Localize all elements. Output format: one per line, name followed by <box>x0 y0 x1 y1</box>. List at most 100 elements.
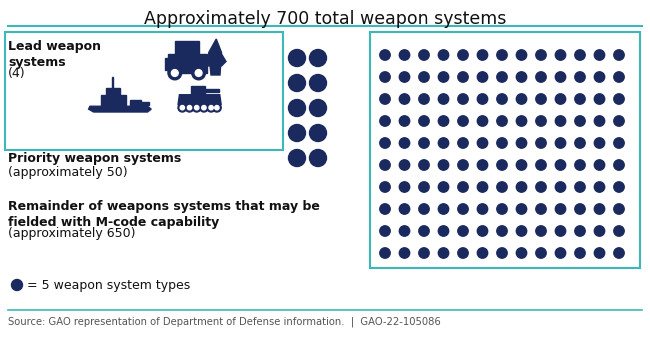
Circle shape <box>399 160 410 170</box>
Bar <box>129 101 141 106</box>
Circle shape <box>172 70 178 77</box>
Circle shape <box>536 72 546 82</box>
Circle shape <box>594 248 604 258</box>
Bar <box>166 58 170 70</box>
Circle shape <box>168 66 181 80</box>
Circle shape <box>594 160 604 170</box>
Circle shape <box>516 160 526 170</box>
Circle shape <box>575 72 585 82</box>
Circle shape <box>438 72 448 82</box>
Polygon shape <box>88 106 151 112</box>
Circle shape <box>214 105 219 110</box>
Text: Lead weapon
systems: Lead weapon systems <box>8 40 101 69</box>
Circle shape <box>380 94 390 104</box>
Circle shape <box>614 226 624 236</box>
Circle shape <box>575 138 585 148</box>
Circle shape <box>477 226 488 236</box>
Circle shape <box>399 248 410 258</box>
Circle shape <box>458 94 468 104</box>
Circle shape <box>458 50 468 60</box>
Bar <box>191 86 205 95</box>
Circle shape <box>419 248 429 258</box>
Circle shape <box>477 160 488 170</box>
Circle shape <box>419 50 429 60</box>
Circle shape <box>516 94 526 104</box>
Circle shape <box>438 204 448 214</box>
Circle shape <box>516 204 526 214</box>
Circle shape <box>289 150 306 167</box>
Circle shape <box>516 248 526 258</box>
Circle shape <box>213 103 221 112</box>
Circle shape <box>594 182 604 192</box>
Circle shape <box>438 50 448 60</box>
Circle shape <box>575 160 585 170</box>
Circle shape <box>192 66 205 80</box>
Circle shape <box>536 94 546 104</box>
Circle shape <box>497 182 507 192</box>
Circle shape <box>555 50 566 60</box>
Circle shape <box>575 226 585 236</box>
Bar <box>101 95 126 106</box>
Circle shape <box>536 226 546 236</box>
Polygon shape <box>205 54 226 66</box>
Circle shape <box>477 204 488 214</box>
Circle shape <box>555 160 566 170</box>
Circle shape <box>438 160 448 170</box>
Circle shape <box>516 50 526 60</box>
Circle shape <box>380 160 390 170</box>
Circle shape <box>497 204 507 214</box>
Circle shape <box>497 50 507 60</box>
Circle shape <box>309 50 326 67</box>
Circle shape <box>536 116 546 126</box>
Circle shape <box>380 138 390 148</box>
Circle shape <box>614 160 624 170</box>
Circle shape <box>477 94 488 104</box>
Circle shape <box>207 103 215 112</box>
Circle shape <box>419 116 429 126</box>
Circle shape <box>555 226 566 236</box>
Text: Source: GAO representation of Department of Defense information.  |  GAO-22-1050: Source: GAO representation of Department… <box>8 317 441 327</box>
Text: Priority weapon systems: Priority weapon systems <box>8 152 181 165</box>
Circle shape <box>380 204 390 214</box>
Circle shape <box>309 100 326 117</box>
Circle shape <box>192 103 201 112</box>
Circle shape <box>614 204 624 214</box>
Circle shape <box>458 248 468 258</box>
Circle shape <box>399 72 410 82</box>
Circle shape <box>555 94 566 104</box>
Circle shape <box>380 50 390 60</box>
Text: (approximately 650): (approximately 650) <box>8 227 135 240</box>
Circle shape <box>187 105 192 110</box>
Bar <box>179 103 220 110</box>
Circle shape <box>438 182 448 192</box>
Circle shape <box>477 248 488 258</box>
Circle shape <box>477 50 488 60</box>
Circle shape <box>497 138 507 148</box>
Circle shape <box>575 94 585 104</box>
Circle shape <box>555 72 566 82</box>
Circle shape <box>419 138 429 148</box>
Circle shape <box>477 116 488 126</box>
Circle shape <box>497 226 507 236</box>
Circle shape <box>614 138 624 148</box>
Text: Approximately 700 total weapon systems: Approximately 700 total weapon systems <box>144 10 506 28</box>
Circle shape <box>200 103 208 112</box>
Circle shape <box>399 204 410 214</box>
Circle shape <box>419 160 429 170</box>
Bar <box>112 78 113 87</box>
Text: (approximately 50): (approximately 50) <box>8 166 127 179</box>
Circle shape <box>419 182 429 192</box>
Circle shape <box>399 116 410 126</box>
Circle shape <box>458 138 468 148</box>
Circle shape <box>575 50 585 60</box>
Circle shape <box>594 50 604 60</box>
Circle shape <box>614 72 624 82</box>
Circle shape <box>594 138 604 148</box>
Circle shape <box>516 138 526 148</box>
Bar <box>106 87 120 95</box>
Circle shape <box>575 182 585 192</box>
Circle shape <box>516 226 526 236</box>
Circle shape <box>289 50 306 67</box>
Circle shape <box>477 72 488 82</box>
Circle shape <box>536 138 546 148</box>
